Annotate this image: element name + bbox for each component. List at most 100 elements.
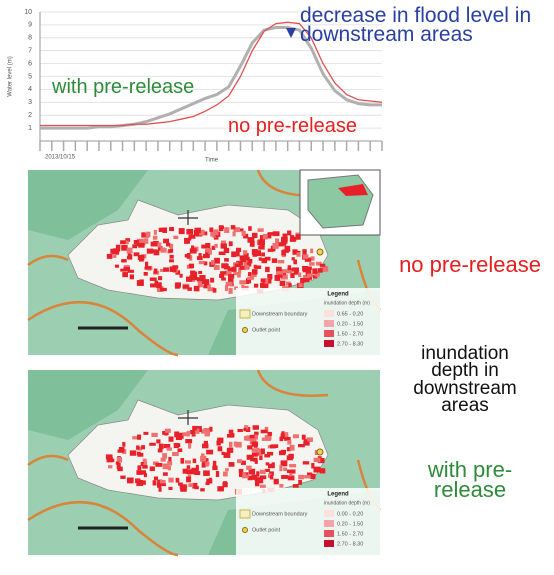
flooded-cell — [223, 471, 228, 476]
flooded-cell — [130, 450, 137, 455]
y-axis-label: Water level (m) — [8, 56, 14, 96]
flooded-cell — [202, 444, 208, 449]
flooded-cell — [214, 265, 220, 270]
flooded-cell — [224, 258, 229, 262]
flooded-cell — [229, 430, 234, 434]
flooded-cell — [262, 438, 265, 441]
flooded-cell — [263, 234, 268, 240]
flooded-cell — [261, 430, 268, 434]
flooded-cell — [180, 458, 184, 464]
series-label: no pre-release — [228, 117, 357, 135]
flooded-cell — [225, 468, 229, 471]
flooded-cell — [275, 275, 280, 281]
flooded-cell — [298, 444, 305, 447]
flooded-cell — [216, 440, 220, 445]
legend-text: 2.70 - 8.30 — [337, 541, 363, 547]
flooded-cell — [273, 231, 280, 236]
flooded-cell — [311, 256, 315, 260]
flooded-cell — [320, 264, 326, 267]
legend-swatch — [324, 540, 334, 547]
flooded-cell — [222, 482, 227, 487]
flooded-cell — [279, 451, 285, 455]
flooded-cell — [268, 249, 274, 252]
flooded-cell — [255, 480, 259, 486]
flooded-cell — [235, 252, 240, 257]
flooded-cell — [232, 232, 235, 237]
flooded-cell — [153, 236, 157, 240]
flooded-cell — [186, 477, 191, 483]
flooded-cell — [150, 466, 155, 471]
flooded-cell — [186, 229, 193, 235]
flooded-cell — [289, 473, 292, 476]
flooded-cell — [267, 432, 271, 436]
flooded-cell — [170, 244, 173, 249]
outlet — [317, 249, 323, 255]
flooded-cell — [160, 480, 166, 483]
flooded-cell — [145, 266, 151, 269]
y-tick-label: 7 — [28, 48, 32, 55]
flooded-cell — [198, 271, 202, 274]
flooded-cell — [253, 425, 259, 429]
flooded-cell — [170, 255, 174, 259]
flooded-cell — [141, 445, 145, 449]
flooded-cell — [167, 461, 172, 465]
flooded-cell — [283, 234, 288, 239]
flooded-cell — [174, 431, 179, 437]
flooded-cell — [158, 276, 162, 280]
flooded-cell — [137, 453, 143, 457]
inset-map — [308, 175, 373, 228]
figure: 12345678910Water level (m)2013/10/15Time… — [0, 0, 554, 575]
legend-text: 0.00 - 0.20 — [337, 511, 363, 517]
flooded-cell — [229, 442, 232, 448]
legend-text: Outlet point — [252, 527, 281, 533]
flooded-cell — [310, 249, 313, 253]
flooded-cell — [228, 274, 234, 278]
flooded-cell — [252, 441, 258, 446]
flooded-cell — [219, 252, 226, 255]
flooded-cell — [236, 442, 242, 448]
legend-text: inundation depth (m) — [324, 500, 370, 506]
flooded-cell — [260, 470, 266, 474]
flooded-cell — [190, 272, 197, 278]
flooded-cell — [279, 465, 282, 471]
flooded-cell — [219, 226, 224, 229]
flooded-cell — [159, 483, 166, 486]
flooded-cell — [138, 255, 145, 260]
flooded-cell — [298, 475, 304, 479]
flooded-cell — [288, 475, 295, 480]
flooded-cell — [191, 468, 198, 474]
flooded-cell — [122, 442, 125, 447]
flooded-cell — [239, 280, 246, 284]
flooded-cell — [255, 460, 258, 464]
legend-text: Downstream boundary — [252, 511, 308, 517]
flooded-cell — [213, 461, 216, 466]
flooded-cell — [178, 448, 183, 452]
flooded-cell — [228, 288, 232, 294]
flooded-cell — [154, 269, 158, 274]
flooded-cell — [108, 465, 112, 468]
flooded-cell — [165, 429, 171, 433]
flooded-cell — [168, 457, 171, 462]
flooded-cell — [209, 227, 213, 232]
flooded-cell — [282, 249, 288, 252]
flooded-cell — [274, 479, 279, 484]
flooded-cell — [241, 258, 246, 262]
legend-swatch — [243, 528, 248, 533]
flooded-cell — [156, 282, 161, 288]
flooded-cell — [173, 236, 178, 239]
flooded-cell — [122, 272, 128, 277]
flooded-cell — [200, 488, 204, 491]
flooded-cell — [303, 461, 309, 464]
flooded-cell — [293, 434, 299, 438]
flooded-cell — [281, 475, 288, 479]
flooded-cell — [127, 248, 133, 254]
flooded-cell — [252, 269, 258, 274]
legend-text: inundation depth (m) — [324, 300, 370, 306]
flooded-cell — [250, 458, 255, 461]
flooded-cell — [228, 268, 234, 271]
flooded-cell — [221, 243, 227, 248]
flooded-cell — [154, 230, 157, 235]
map: Legendinundation depth (m)0.65 - 0.200.2… — [28, 170, 380, 355]
flooded-cell — [141, 462, 144, 466]
flooded-cell — [261, 278, 266, 282]
